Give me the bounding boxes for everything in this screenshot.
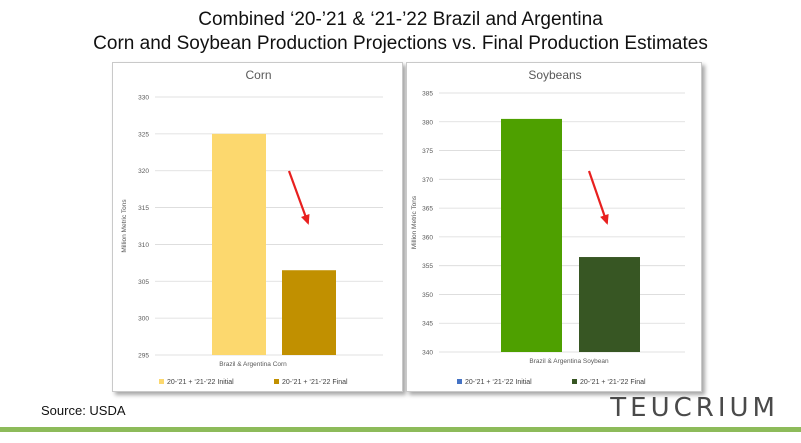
bar-final [282, 270, 336, 355]
teucrium-logo: TEUCRIUM [610, 393, 779, 423]
bar-initial [501, 118, 562, 353]
y-axis-label: Million Metric Tons [121, 199, 128, 253]
title-line-2: Corn and Soybean Production Projections … [93, 33, 708, 54]
y-tick-label: 355 [422, 263, 433, 270]
soybean-chart: Soybeans 340 345 350 355 360 365 370 375 380 385 Mi… [411, 68, 685, 386]
y-tick-label: 380 [422, 119, 433, 126]
soybean-chart-panel: Soybeans 340 345 350 355 360 365 370 375 380 385 Mi… [406, 62, 702, 392]
red-arrow-icon [587, 170, 609, 224]
y-tick-label: 315 [138, 205, 149, 212]
y-tick-label: 340 [422, 350, 433, 357]
red-arrow-icon [287, 170, 310, 224]
y-tick-label: 325 [138, 131, 149, 138]
y-tick-label: 305 [138, 279, 149, 286]
chart-title: Corn [245, 68, 271, 82]
page-title: Combined ‘20-’21 & ‘21-’22 Brazil and Ar… [0, 8, 801, 56]
legend-swatch [159, 379, 164, 384]
legend-swatch [274, 379, 279, 384]
x-category-label: Brazil & Argentina Corn [219, 361, 287, 368]
y-tick-label: 375 [422, 148, 433, 155]
legend-label: 20-’21 + ‘21-’22 Final [282, 379, 348, 386]
chart-title: Soybeans [528, 68, 581, 82]
bar-initial [212, 133, 266, 355]
brand-divider [0, 427, 801, 432]
y-tick-label: 385 [422, 91, 433, 98]
legend-swatch [457, 379, 462, 384]
y-tick-label: 345 [422, 321, 433, 328]
red-arrow-head-icon [600, 213, 609, 225]
bar-final [579, 257, 640, 352]
y-axis-label: Million Metric Tons [411, 195, 418, 249]
y-tick-label: 365 [422, 206, 433, 213]
legend-label: 20-’21 + ‘21-’22 Initial [465, 379, 532, 386]
y-tick-label: 320 [138, 168, 149, 175]
legend-swatch [572, 379, 577, 384]
corn-chart-panel: Corn 295 300 305 310 315 320 325 330 Million Metr… [112, 62, 403, 392]
legend-label: 20-’21 + ‘21-’22 Initial [167, 379, 234, 386]
title-line-1: Combined ‘20-’21 & ‘21-’22 Brazil and Ar… [198, 9, 603, 30]
x-category-label: Brazil & Argentina Soybean [529, 358, 609, 365]
red-arrow-head-icon [301, 213, 310, 225]
y-tick-label: 350 [422, 292, 433, 299]
y-tick-label: 370 [422, 177, 433, 184]
y-tick-label: 310 [138, 242, 149, 249]
y-tick-label: 360 [422, 234, 433, 241]
y-tick-label: 330 [138, 95, 149, 102]
corn-chart: Corn 295 300 305 310 315 320 325 330 Million Metr… [121, 68, 383, 386]
y-tick-label: 295 [138, 353, 149, 360]
y-tick-label: 300 [138, 316, 149, 323]
legend-label: 20-’21 + ‘21-’22 Final [580, 379, 646, 386]
source-note: Source: USDA [41, 403, 126, 418]
